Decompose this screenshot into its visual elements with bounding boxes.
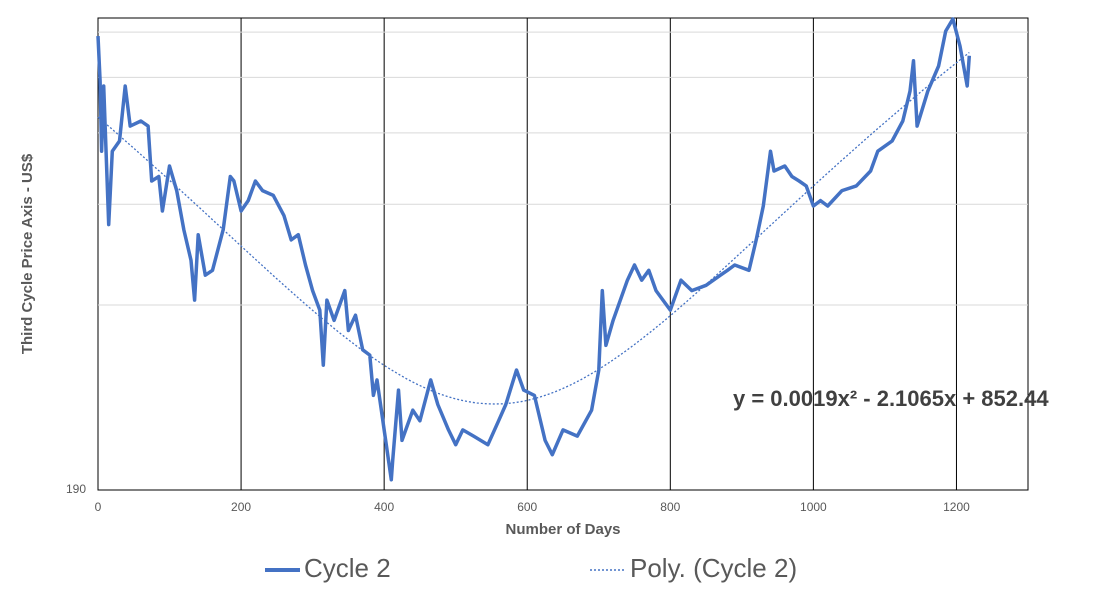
data-line	[96, 17, 972, 482]
y-axis-label: Third Cycle Price Axis - US$	[19, 153, 36, 354]
legend-label: Poly. (Cycle 2)	[630, 553, 797, 583]
legend-label: Cycle 2	[304, 553, 391, 583]
trend-equation: y = 0.0019x² - 2.1065x + 852.44	[733, 386, 1049, 411]
x-tick-label: 600	[517, 500, 537, 514]
trend-line	[97, 51, 970, 405]
x-tick-label: 0	[95, 500, 102, 514]
x-tick-label: 800	[660, 500, 680, 514]
x-axis-label: Number of Days	[505, 521, 620, 538]
x-tick-label: 400	[374, 500, 394, 514]
x-tick-label: 200	[231, 500, 251, 514]
y-tick-label: 190	[66, 482, 86, 496]
plot-frame	[97, 17, 1029, 491]
x-tick-label: 1200	[943, 500, 970, 514]
x-tick-label: 1000	[800, 500, 827, 514]
